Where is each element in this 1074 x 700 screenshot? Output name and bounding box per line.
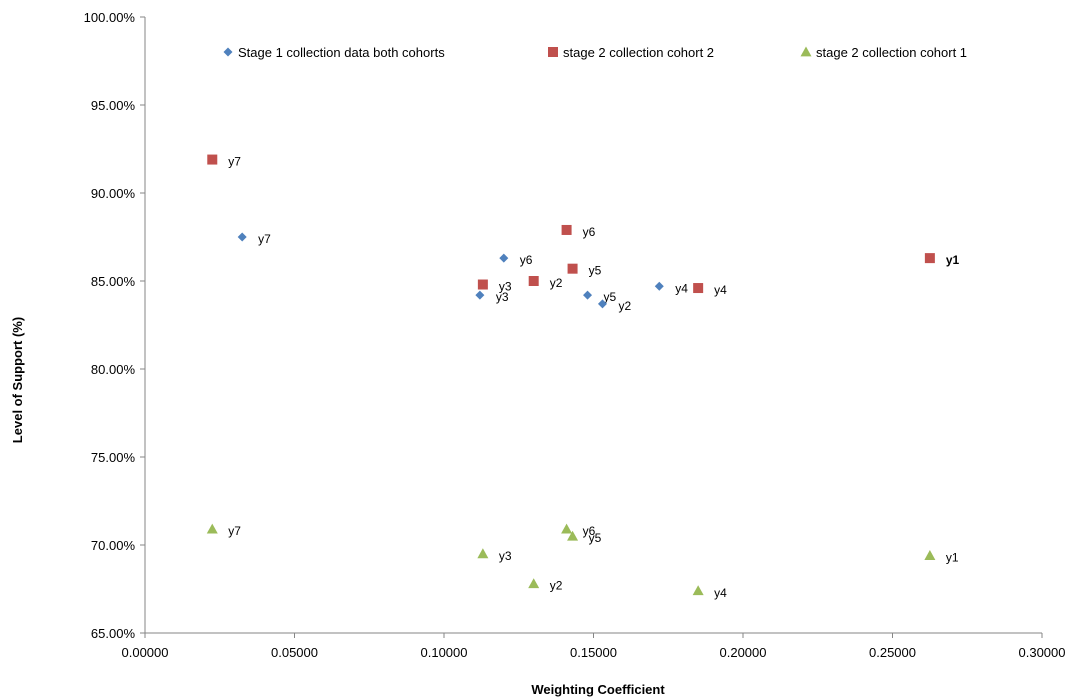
data-point [583,290,593,300]
data-point [475,290,485,300]
data-point [924,550,936,560]
x-tick-label: 0.10000 [421,645,468,660]
data-label: y7 [258,232,271,246]
x-tick-label: 0.25000 [869,645,916,660]
x-axis-ticks: 0.00000 0.05000 0.10000 0.15000 0.20000 0.250… [122,633,1066,660]
data-point [206,523,218,534]
data-point [567,530,579,541]
data-label: y6 [583,225,596,239]
data-point [499,253,509,263]
y-tick-label: 65.00% [91,626,136,641]
x-tick-label: 0.15000 [570,645,617,660]
y-tick-label: 85.00% [91,274,136,289]
y-axis-ticks: 65.00% 70.00% 75.00% 80.00% 85.00% 90.00% 95.0… [84,10,145,641]
x-tick-label: 0.05000 [271,645,318,660]
y-tick-label: 80.00% [91,362,136,377]
y-tick-label: 95.00% [91,98,136,113]
data-point [561,224,572,235]
legend-item: stage 2 collection cohort 1 [800,45,967,60]
data-label: y2 [550,579,563,593]
data-label: y6 [583,524,596,538]
data-label: y3 [499,280,512,294]
legend-triangle-marker [800,46,812,57]
data-point [692,585,704,596]
data-point [597,299,607,309]
data-point [477,548,489,559]
data-label: y7 [228,524,241,538]
legend-label: Stage 1 collection data both cohorts [238,45,445,60]
data-point [528,276,539,286]
x-tick-label: 0.30000 [1019,645,1066,660]
x-axis-title: Weighting Coefficient [531,682,665,697]
y-tick-label: 90.00% [91,186,136,201]
legend-label: stage 2 collection cohort 2 [563,45,714,60]
data-label: y5 [604,290,617,304]
data-label: y5 [589,264,602,278]
data-point [654,281,664,291]
data-label: y6 [520,253,533,267]
data-label: y3 [499,549,512,563]
data-label: y3 [496,290,509,304]
data-label: y1 [946,253,960,267]
legend: Stage 1 collection data both cohorts stag… [223,45,967,60]
y-tick-label: 100.00% [84,10,136,25]
data-point [693,283,704,294]
data-label: y2 [618,299,631,313]
data-point [528,578,540,589]
y-tick-label: 70.00% [91,538,136,553]
x-tick-label: 0.20000 [720,645,767,660]
data-label: y5 [589,531,602,545]
data-point [561,523,573,534]
data-point [477,279,488,290]
data-label: y1 [946,551,959,565]
series: y7 y6 y3 y2 y5 y4 y1 [207,154,960,297]
legend-diamond-marker [223,47,233,57]
data-label: y4 [714,283,727,297]
data-point [207,154,218,165]
legend-label: stage 2 collection cohort 1 [816,45,967,60]
y-tick-label: 75.00% [91,450,136,465]
legend-item: Stage 1 collection data both cohorts [223,45,445,60]
x-tick-label: 0.00000 [122,645,169,660]
data-label: y4 [675,281,688,295]
data-label: y7 [228,155,241,169]
legend-item: stage 2 collection cohort 2 [548,45,714,60]
data-label: y2 [550,276,563,290]
data-point [567,263,578,274]
data-point [924,253,935,264]
data-point [237,232,247,242]
y-axis-title: Level of Support (%) [10,317,25,443]
legend-square-marker [548,47,558,57]
data-label: y4 [714,586,727,600]
